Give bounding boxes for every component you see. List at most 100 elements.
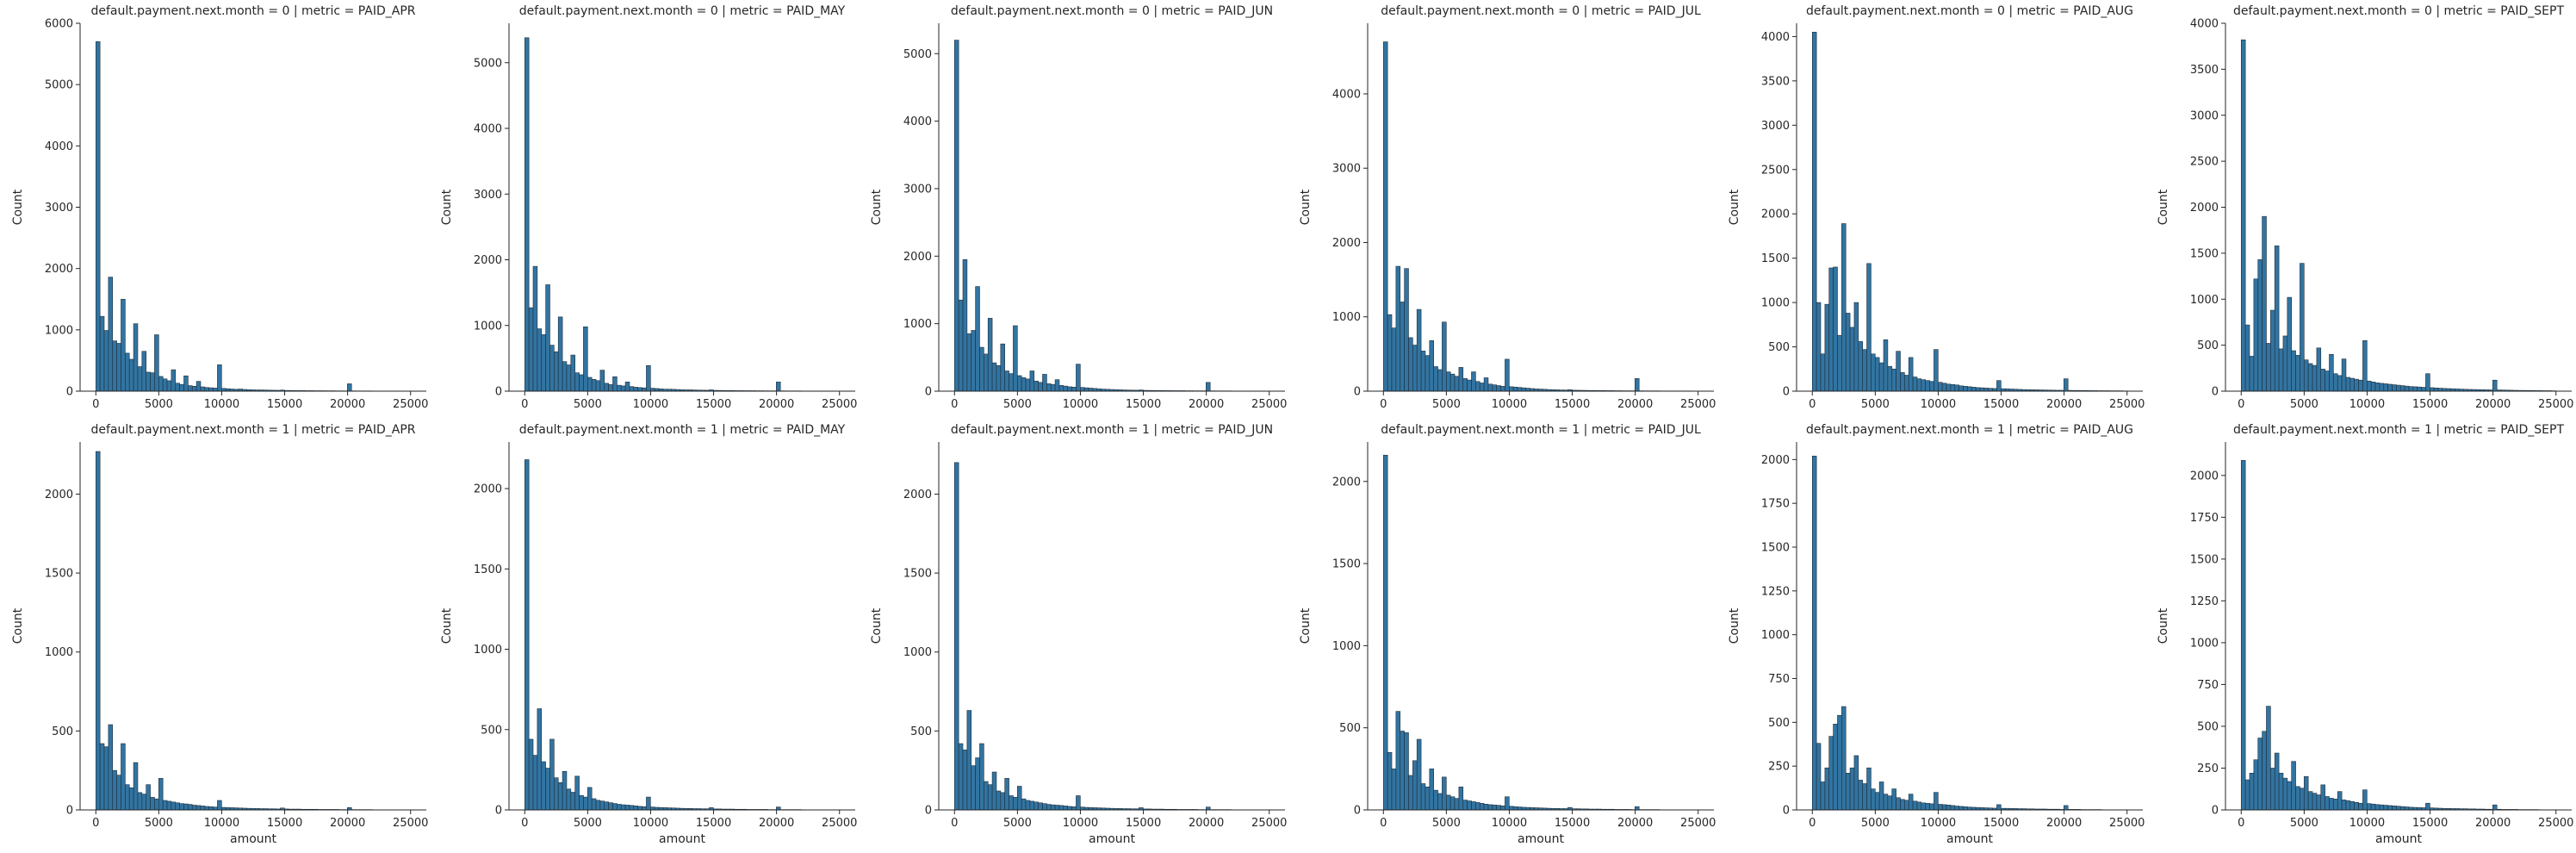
histogram-bar [1912, 377, 1918, 392]
histogram-bar [2358, 802, 2363, 811]
histogram-bar [158, 376, 164, 392]
x-tick-label: 0 [2238, 398, 2244, 411]
histogram-bar [2370, 382, 2376, 392]
histogram-bar [996, 790, 1002, 811]
histogram-bar [557, 316, 563, 392]
x-tick-label: 5000 [2290, 398, 2318, 411]
histogram-bar [1429, 340, 1434, 392]
histogram-bars [1811, 455, 2127, 811]
histogram-bar [183, 803, 189, 811]
histogram-bar [587, 787, 593, 811]
y-tick-label: 2000 [45, 489, 73, 501]
histogram-bar [154, 334, 159, 392]
x-tick-label: 25000 [1680, 817, 1716, 830]
histogram-bar [2387, 383, 2393, 392]
histogram-bar [1058, 805, 1065, 811]
histogram-bar [1437, 793, 1443, 811]
histogram-bar [987, 784, 993, 811]
histogram-bar [179, 383, 184, 392]
x-tick-label: 25000 [2109, 817, 2145, 830]
x-tick-label: 15000 [1983, 398, 2019, 411]
histogram-bar [2262, 731, 2267, 811]
facet-panel: default.payment.next.month = 0 | metric … [440, 4, 857, 411]
histogram-bar [1833, 724, 1838, 811]
y-tick-label: 2000 [1332, 476, 1361, 489]
histogram-bar [196, 805, 202, 811]
histogram-bar [112, 769, 117, 811]
y-tick-label: 500 [1768, 341, 1790, 354]
y-tick-label: 0 [2212, 805, 2219, 818]
histogram-bar [171, 369, 177, 392]
y-tick-label: 0 [66, 386, 73, 399]
histogram-bar [566, 364, 572, 392]
histogram-bar [1408, 337, 1413, 392]
histogram-bar [1021, 377, 1027, 392]
x-tick-label: 15000 [1555, 817, 1590, 830]
histogram-bar [554, 777, 559, 811]
histogram-bar [1853, 302, 1859, 392]
x-tick-label: 5000 [1861, 398, 1890, 411]
x-tick-label: 20000 [759, 817, 794, 830]
histogram-bar [1517, 387, 1523, 392]
histogram-bar [1967, 386, 1972, 392]
histogram-bar [1816, 302, 1822, 392]
histogram-bar [162, 800, 168, 811]
histogram-bar [2316, 794, 2322, 811]
x-tick-label: 10000 [1921, 398, 1956, 411]
histogram-bar [1080, 387, 1085, 392]
histogram-bar [2345, 377, 2351, 392]
histogram-bar [1462, 378, 1468, 392]
histogram-bar [1449, 373, 1456, 392]
y-tick-label: 4000 [2190, 18, 2219, 31]
histogram-bar [1412, 345, 1418, 392]
histogram-bar [1412, 760, 1418, 811]
x-tick-label: 20000 [330, 398, 365, 411]
histogram-bar [183, 375, 189, 392]
y-tick-label: 0 [495, 805, 502, 818]
facet-panel: default.payment.next.month = 0 | metric … [1728, 4, 2145, 411]
histogram-bar [191, 805, 197, 811]
histogram-bar [2399, 806, 2405, 811]
histogram-bar [1896, 797, 1901, 811]
histogram-bar [1891, 368, 1896, 392]
histogram-bar [1016, 375, 1022, 392]
x-tick-label: 15000 [696, 398, 731, 411]
y-axis-label: Count [1299, 189, 1313, 225]
histogram-bar [2278, 348, 2284, 392]
x-tick-label: 5000 [1861, 817, 1890, 830]
histogram-bar [1929, 381, 1934, 392]
histogram-bar [1858, 341, 1863, 392]
histogram-bar [99, 315, 105, 392]
histogram-bar [1400, 731, 1405, 811]
histogram-bar [208, 806, 214, 811]
histogram-bar [958, 299, 964, 392]
x-tick-label: 10000 [204, 398, 239, 411]
y-tick-label: 500 [910, 725, 932, 738]
panel-title: default.payment.next.month = 1 | metric … [1381, 423, 1701, 437]
histogram-bar [1858, 780, 1863, 811]
x-tick-label: 25000 [2109, 398, 2145, 411]
histogram-bar [1475, 802, 1480, 811]
histogram-bar [1462, 800, 1468, 811]
histogram-bar [1054, 379, 1060, 392]
y-tick-label: 2000 [2190, 470, 2219, 483]
histogram-bar [2354, 378, 2359, 392]
panel-title: default.payment.next.month = 0 | metric … [1381, 4, 1701, 18]
histogram-bar [612, 803, 618, 811]
histogram-bar [646, 364, 651, 392]
histogram-bar [2278, 772, 2284, 811]
histogram-bar [1475, 381, 1480, 392]
histogram-bar [604, 383, 609, 392]
histogram-bar [524, 37, 530, 392]
histogram-bar [646, 796, 651, 811]
histogram-bar [2404, 385, 2410, 392]
y-tick-label: 500 [2197, 720, 2219, 733]
y-tick-label: 1250 [1761, 585, 1790, 598]
histogram-bar [1820, 781, 1826, 811]
x-tick-label: 10000 [204, 817, 239, 830]
histogram-bar [1929, 803, 1934, 811]
histogram-bar [116, 775, 121, 811]
histogram-bar [1004, 370, 1009, 392]
histogram-bar [1387, 314, 1393, 392]
x-tick-label: 15000 [267, 398, 302, 411]
